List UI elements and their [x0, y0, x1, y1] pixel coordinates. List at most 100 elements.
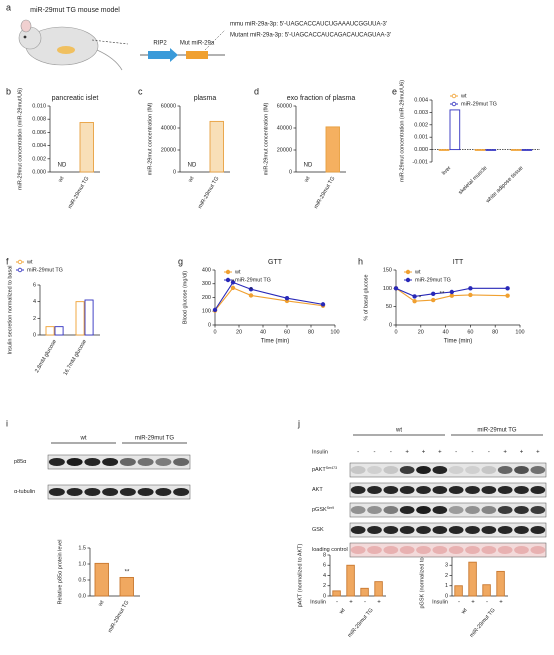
x-tick-label: 40	[260, 329, 266, 335]
bar	[79, 122, 94, 173]
x-axis-label: Time (min)	[444, 339, 472, 345]
blot-band	[416, 526, 431, 534]
blot-row-label: pAKTSer473	[312, 466, 337, 474]
row-name: AKT	[312, 487, 323, 493]
y-tick-label: -0.001	[412, 159, 428, 165]
blot-band	[465, 506, 480, 514]
bar	[360, 587, 369, 597]
legend-marker	[405, 277, 411, 283]
blot-strip	[349, 482, 547, 498]
blot-band	[399, 526, 415, 534]
x-tick-label: miR-29mut TG	[107, 600, 130, 634]
series-line	[395, 287, 508, 302]
row-name: loading control	[312, 547, 348, 553]
blot-band	[173, 458, 190, 466]
y-tick-label: 100	[383, 286, 392, 292]
blot-band	[399, 486, 415, 494]
blot-band	[383, 486, 399, 494]
blot-row-label: α-tubulin	[14, 489, 35, 495]
chart-title: GTT	[268, 259, 283, 266]
blot-row-label: AKT	[312, 487, 323, 493]
blot-row-label: loading control	[312, 547, 348, 553]
x-tick-label: 0	[394, 329, 397, 335]
blot-band	[416, 466, 431, 474]
blot-band	[367, 466, 382, 474]
blot-band	[465, 466, 480, 474]
group-label: wt	[460, 607, 469, 616]
data-point	[468, 292, 473, 298]
annotation: ND	[304, 163, 313, 169]
y-tick-label: 6	[323, 563, 326, 569]
bar	[209, 120, 224, 173]
bar	[496, 570, 505, 597]
x-tick-label: -	[336, 600, 338, 606]
blot-band	[497, 486, 513, 494]
group-label: wt	[338, 607, 347, 616]
y-tick-label: 0.003	[414, 110, 428, 116]
insulin-sign: -	[374, 450, 376, 456]
insulin-sign: -	[357, 450, 359, 456]
row-label: Insulin	[432, 599, 448, 605]
y-tick-label: 0	[208, 322, 211, 328]
y-tick-label: 0.006	[32, 130, 46, 136]
promoter-label: RIP2	[153, 41, 167, 47]
bar	[374, 581, 383, 597]
x-tick-label: +	[377, 600, 381, 606]
blot-band	[481, 466, 497, 474]
legend-label: wt	[234, 269, 241, 275]
bar	[45, 326, 55, 336]
blot-band	[416, 506, 431, 514]
bar	[54, 326, 64, 336]
gene-label: Mut miR-29a	[180, 41, 215, 47]
legend-marker	[225, 277, 231, 283]
blot-band	[350, 526, 366, 534]
x-tick-label: -	[458, 600, 460, 606]
blot-band	[481, 546, 497, 554]
x-tick-label: -	[486, 600, 488, 606]
y-tick-label: 20000	[277, 147, 292, 153]
annotation: *	[232, 280, 235, 286]
blot-band	[367, 526, 382, 534]
blot-band	[448, 486, 464, 494]
blot-band	[432, 526, 448, 534]
blot-band	[514, 466, 529, 474]
series-line	[214, 281, 324, 311]
row-label: Insulin	[310, 599, 326, 605]
y-axis-label: Relative p85α protein level	[57, 540, 63, 605]
y-tick-label: 0	[33, 332, 36, 338]
blot-band	[465, 486, 480, 494]
y-tick-label: 300	[202, 281, 211, 287]
blot-band	[155, 458, 172, 466]
blot-band	[383, 546, 399, 554]
insulin-sign: +	[536, 450, 540, 456]
annotation: ND	[58, 163, 67, 169]
bar	[521, 149, 533, 151]
row-name: p85α	[14, 459, 27, 465]
panel-label: e	[392, 86, 397, 96]
legend-label: miR-29mut TG	[415, 277, 451, 283]
legend-marker	[17, 259, 23, 265]
y-axis-label: Insulin secretion normalized to basal	[7, 266, 13, 355]
y-tick-label: 0	[445, 593, 448, 599]
y-tick-label: 0.000	[32, 169, 46, 175]
blot-band	[367, 506, 382, 514]
data-point	[431, 297, 436, 303]
y-tick-label: 4	[33, 299, 36, 305]
row-superscript: Ser9	[327, 506, 334, 510]
row-name: pAKT	[312, 467, 326, 473]
legend-label: miR-29mut TG	[461, 101, 497, 107]
y-tick-label: 40000	[277, 125, 292, 131]
y-tick-label: 4	[323, 573, 326, 579]
blot-band	[497, 506, 513, 514]
bar	[482, 584, 491, 597]
y-tick-label: 0.000	[414, 147, 428, 153]
blot-strip	[349, 462, 547, 478]
x-tick-label: 0	[213, 329, 216, 335]
blot-band	[399, 506, 415, 514]
chart-title: pancreatic islet	[52, 95, 99, 102]
x-tick-label: 80	[492, 329, 498, 335]
panel-label: g	[178, 256, 183, 266]
bar	[438, 149, 450, 151]
y-tick-label: 3	[445, 563, 448, 569]
x-tick-label: 40	[443, 329, 449, 335]
